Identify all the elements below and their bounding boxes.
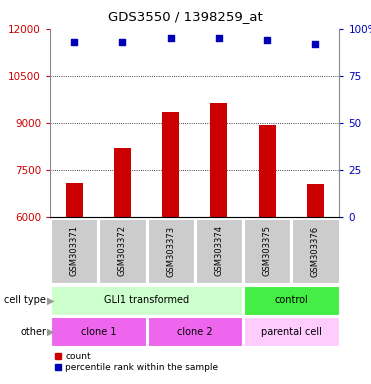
Bar — [244, 219, 290, 283]
Point — [168, 35, 174, 41]
Text: GDS3550 / 1398259_at: GDS3550 / 1398259_at — [108, 10, 263, 23]
Point — [119, 39, 125, 45]
Text: parental cell: parental cell — [261, 327, 322, 337]
Bar — [196, 219, 242, 283]
Text: GSM303372: GSM303372 — [118, 225, 127, 276]
Bar — [114, 148, 131, 384]
Text: ▶: ▶ — [47, 295, 55, 305]
Text: GSM303374: GSM303374 — [214, 225, 223, 276]
Bar — [307, 184, 324, 384]
Text: GLI1 transformed: GLI1 transformed — [104, 295, 189, 305]
Point — [71, 39, 77, 45]
Text: GSM303371: GSM303371 — [70, 225, 79, 276]
Text: GSM303375: GSM303375 — [263, 225, 272, 276]
Bar — [210, 103, 227, 384]
Text: other: other — [20, 327, 46, 337]
Bar — [244, 317, 338, 346]
Bar — [66, 183, 83, 384]
Bar — [99, 219, 145, 283]
Text: control: control — [275, 295, 308, 305]
Bar — [292, 219, 338, 283]
Bar — [51, 317, 145, 346]
Text: ▶: ▶ — [47, 327, 55, 337]
Bar — [244, 286, 338, 315]
Point — [264, 37, 270, 43]
Bar — [259, 125, 276, 384]
Bar — [51, 219, 97, 283]
Point — [312, 41, 318, 47]
Bar — [148, 317, 242, 346]
Text: clone 2: clone 2 — [177, 327, 213, 337]
Text: clone 1: clone 1 — [81, 327, 116, 337]
Text: GSM303373: GSM303373 — [166, 225, 175, 276]
Bar — [148, 219, 194, 283]
Bar — [162, 112, 179, 384]
Point — [216, 35, 222, 41]
Text: GSM303376: GSM303376 — [311, 225, 320, 276]
Legend: count, percentile rank within the sample: count, percentile rank within the sample — [55, 352, 219, 372]
Text: cell type: cell type — [4, 295, 46, 305]
Bar — [51, 286, 242, 315]
